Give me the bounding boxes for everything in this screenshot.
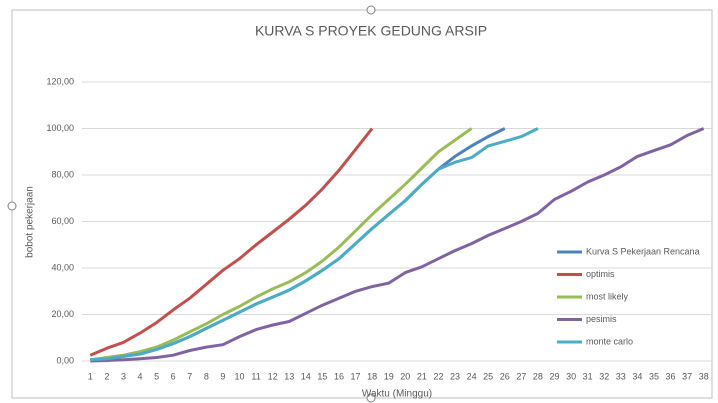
y-tick-label: 40,00 [51, 262, 74, 272]
legend-label: pesimis [586, 314, 617, 324]
x-tick-label: 14 [301, 371, 311, 381]
x-tick-label: 24 [467, 371, 477, 381]
x-tick-label: 5 [154, 371, 159, 381]
handle [366, 5, 376, 15]
x-tick-label: 26 [500, 371, 510, 381]
x-tick-label: 7 [187, 371, 192, 381]
series-line [90, 127, 705, 363]
x-tick-label: 38 [699, 371, 709, 381]
x-tick-label: 27 [516, 371, 526, 381]
legend-label: most likely [586, 291, 629, 301]
x-tick-label: 34 [632, 371, 642, 381]
x-tick-label: 4 [138, 371, 143, 381]
x-tick-label: 3 [121, 371, 126, 381]
x-tick-label: 30 [566, 371, 576, 381]
x-tick-label: 17 [351, 371, 361, 381]
y-tick-label: 80,00 [51, 169, 74, 179]
x-tick-label: 22 [433, 371, 443, 381]
x-tick-label: 20 [400, 371, 410, 381]
x-tick-label: 33 [616, 371, 626, 381]
legend-label: monte carlo [586, 336, 633, 346]
x-tick-label: 1 [88, 371, 93, 381]
y-tick-label: 120,00 [46, 76, 74, 86]
x-tick-label: 2 [104, 371, 109, 381]
series-line [89, 127, 374, 357]
x-tick-label: 21 [417, 371, 427, 381]
x-tick-label: 12 [268, 371, 278, 381]
y-tick-label: 100,00 [46, 123, 74, 133]
x-tick-label: 15 [317, 371, 327, 381]
chart-frame [11, 9, 713, 399]
x-tick-label: 23 [450, 371, 460, 381]
x-tick-label: 9 [220, 371, 225, 381]
x-tick-label: 35 [649, 371, 659, 381]
x-tick-label: 13 [284, 371, 294, 381]
x-tick-label: 8 [204, 371, 209, 381]
x-tick-label: 37 [682, 371, 692, 381]
x-tick-label: 6 [171, 371, 176, 381]
x-tick-label: 29 [549, 371, 559, 381]
y-tick-label: 0,00 [56, 355, 74, 365]
x-tick-label: 10 [234, 371, 244, 381]
y-axis-label: bobot pekerjaan [25, 186, 36, 258]
x-tick-label: 32 [599, 371, 609, 381]
series-line [90, 127, 539, 362]
chart-title: KURVA S PROYEK GEDUNG ARSIP [255, 23, 487, 39]
x-tick-label: 19 [384, 371, 394, 381]
legend-label: Kurva S Pekerjaan Rencana [586, 246, 700, 256]
x-tick-label: 18 [367, 371, 377, 381]
handle [7, 201, 17, 211]
x-axis-label: Waktu (Minggu) [362, 389, 432, 400]
handle [366, 393, 376, 403]
x-tick-label: 25 [483, 371, 493, 381]
x-tick-label: 31 [583, 371, 593, 381]
x-tick-label: 11 [251, 371, 260, 381]
x-tick-label: 28 [533, 371, 543, 381]
x-tick-label: 16 [334, 371, 344, 381]
y-tick-label: 20,00 [51, 309, 74, 319]
y-tick-label: 60,00 [51, 216, 74, 226]
x-tick-label: 36 [666, 371, 676, 381]
legend-label: optimis [586, 269, 615, 279]
series-line [90, 127, 473, 362]
